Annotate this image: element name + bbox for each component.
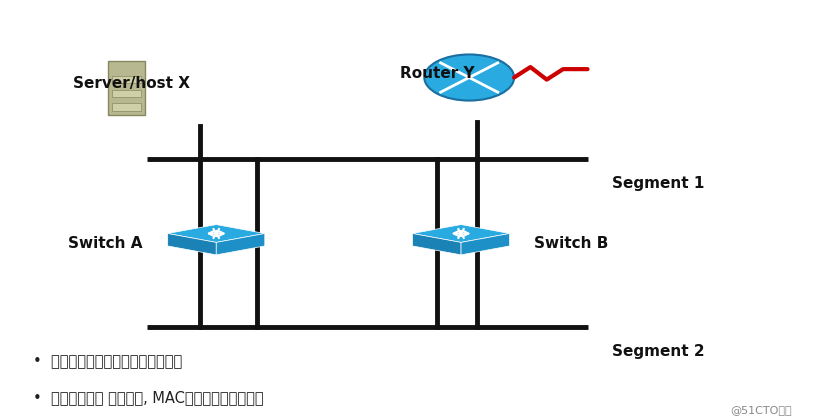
FancyBboxPatch shape — [113, 103, 141, 111]
Text: Switch B: Switch B — [534, 235, 609, 251]
Text: Router Y: Router Y — [400, 66, 474, 81]
FancyBboxPatch shape — [113, 76, 141, 83]
Text: @51CTO博客: @51CTO博客 — [730, 405, 792, 415]
Text: Segment 1: Segment 1 — [612, 176, 704, 191]
Polygon shape — [461, 233, 509, 255]
Circle shape — [424, 54, 514, 101]
Text: Switch A: Switch A — [69, 235, 143, 251]
Polygon shape — [168, 225, 264, 242]
Text: Segment 2: Segment 2 — [612, 344, 705, 359]
FancyBboxPatch shape — [113, 90, 141, 97]
FancyBboxPatch shape — [108, 61, 145, 115]
Text: Server/host X: Server/host X — [73, 76, 190, 91]
Text: •  冒余拓扑能够解决单点故障问题；: • 冒余拓扑能够解决单点故障问题； — [33, 354, 182, 369]
Polygon shape — [168, 233, 216, 255]
Polygon shape — [216, 233, 264, 255]
Polygon shape — [412, 225, 509, 242]
Polygon shape — [412, 233, 461, 255]
Text: •  冒余拓扑造成 广播风暴, MAC地址不稳定的问题；: • 冒余拓扑造成 广播风暴, MAC地址不稳定的问题； — [33, 390, 264, 405]
